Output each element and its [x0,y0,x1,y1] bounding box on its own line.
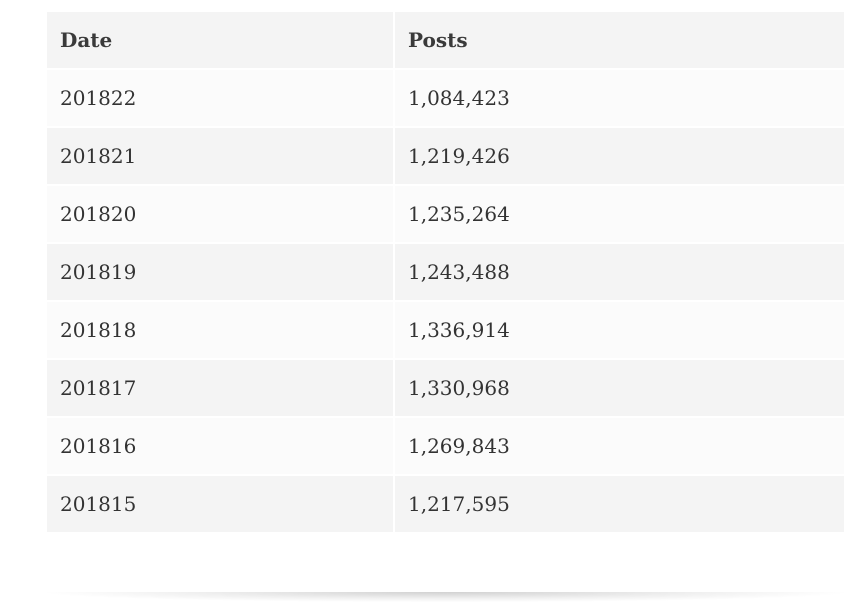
table-row: 201818 1,336,914 [47,302,844,360]
table-row: 201821 1,219,426 [47,128,844,186]
posts-cell: 1,269,843 [395,418,844,476]
table-row: 201816 1,269,843 [47,418,844,476]
date-cell: 201821 [47,128,395,186]
date-cell: 201820 [47,186,395,244]
date-cell: 201816 [47,418,395,476]
date-cell: 201815 [47,476,395,534]
posts-cell: 1,219,426 [395,128,844,186]
table-row: 201819 1,243,488 [47,244,844,302]
date-cell: 201819 [47,244,395,302]
column-header-posts: Posts [395,12,844,70]
column-header-date: Date [47,12,395,70]
date-cell: 201817 [47,360,395,418]
header-row: Date Posts [47,12,844,70]
posts-cell: 1,336,914 [395,302,844,360]
posts-cell: 1,235,264 [395,186,844,244]
posts-cell: 1,243,488 [395,244,844,302]
posts-cell: 1,217,595 [395,476,844,534]
date-cell: 201818 [47,302,395,360]
table-row: 201815 1,217,595 [47,476,844,534]
table-header: Date Posts [47,12,844,70]
bottom-shadow-divider [47,592,844,602]
table-row: 201822 1,084,423 [47,70,844,128]
table-row: 201820 1,235,264 [47,186,844,244]
posts-table-container: Date Posts 201822 1,084,423 201821 1,219… [47,12,844,534]
date-cell: 201822 [47,70,395,128]
posts-cell: 1,084,423 [395,70,844,128]
posts-cell: 1,330,968 [395,360,844,418]
table-body: 201822 1,084,423 201821 1,219,426 201820… [47,70,844,534]
posts-table: Date Posts 201822 1,084,423 201821 1,219… [47,12,844,534]
table-row: 201817 1,330,968 [47,360,844,418]
